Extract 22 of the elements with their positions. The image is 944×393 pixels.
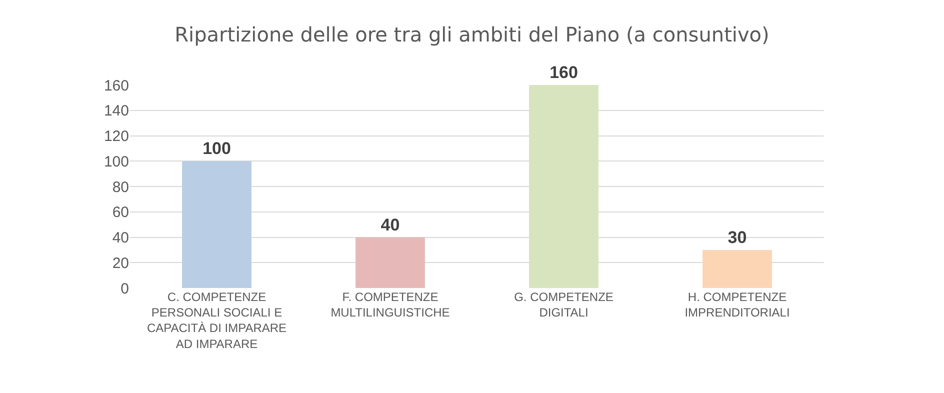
x-tick-label: C. COMPETENZE PERSONALI SOCIALI E CAPACITÀ DI IMPARARE AD IMPARARE xyxy=(146,290,287,351)
y-tick-label: 60 xyxy=(112,204,129,222)
y-tick-label: 140 xyxy=(104,102,129,120)
bar xyxy=(356,237,425,288)
y-tick-label: 40 xyxy=(112,230,129,246)
bar xyxy=(529,85,598,288)
bar xyxy=(182,161,252,288)
data-label: 40 xyxy=(380,215,400,234)
x-tick-label: G. COMPETENZE DIGITALI xyxy=(514,290,614,320)
y-tick-label: 80 xyxy=(112,178,129,196)
data-label: 100 xyxy=(202,139,231,158)
y-tick-label: 0 xyxy=(120,280,129,298)
data-label: 30 xyxy=(728,228,747,247)
y-tick-label: 20 xyxy=(112,254,129,272)
bar xyxy=(702,250,772,288)
x-tick-label: H. COMPETENZE IMPRENDITORIALI xyxy=(684,290,790,320)
data-label: 160 xyxy=(550,63,578,82)
x-tick-label: F. COMPETENZE MULTILINGUISTICHE xyxy=(330,290,450,320)
y-tick-label: 160 xyxy=(104,77,129,94)
y-tick-label: 120 xyxy=(104,128,129,145)
chart-title: Ripartizione delle ore tra gli ambiti del Piano (a consuntivo) xyxy=(174,22,770,47)
y-tick-label: 100 xyxy=(104,153,129,170)
